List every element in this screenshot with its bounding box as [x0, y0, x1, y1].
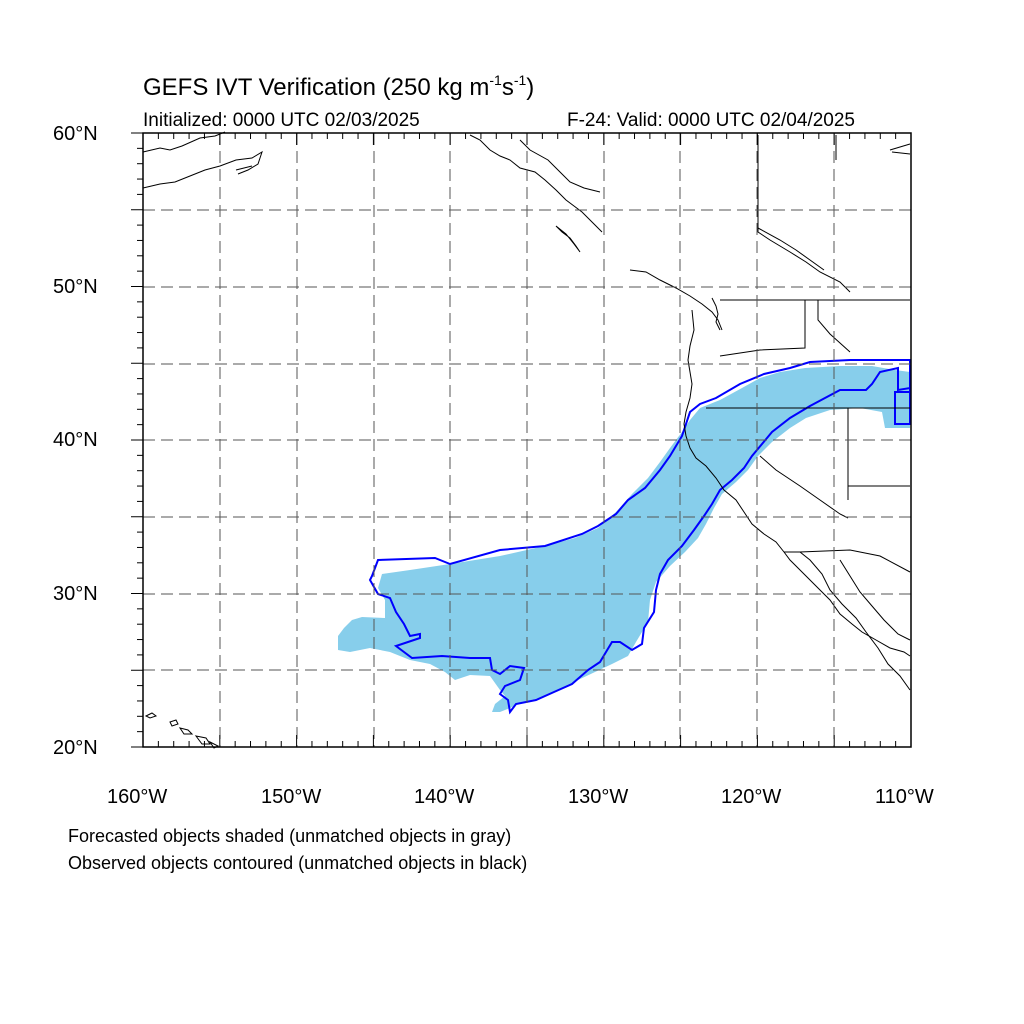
lon-label-160w: 160°W: [107, 786, 168, 808]
lat-label-40n: 40°N: [53, 429, 98, 451]
lon-label-110w: 110°W: [875, 786, 934, 808]
lon-label-120w: 120°W: [721, 786, 782, 808]
lon-label-150w: 150°W: [261, 786, 322, 808]
lat-label-30n: 30°N: [53, 583, 98, 605]
lon-label-140w: 140°W: [414, 786, 475, 808]
valid-time: F-24: Valid: 0000 UTC 02/04/2025: [567, 110, 855, 131]
forecast-note: Forecasted objects shaded (unmatched obj…: [68, 826, 512, 846]
lat-label-60n: 60°N: [53, 123, 98, 145]
coastlines: [142, 131, 911, 749]
forecast-object: [338, 366, 910, 712]
graticule: [143, 133, 911, 747]
lat-label-20n: 20°N: [53, 737, 98, 759]
map-title: GEFS IVT Verification (250 kg m-1s-1): [143, 72, 535, 101]
initialized-time: Initialized: 0000 UTC 02/03/2025: [143, 110, 420, 131]
lon-label-130w: 130°W: [568, 786, 629, 808]
lat-label-50n: 50°N: [53, 276, 98, 298]
observed-note: Observed objects contoured (unmatched ob…: [68, 853, 528, 873]
axis-ticks: [131, 132, 912, 748]
